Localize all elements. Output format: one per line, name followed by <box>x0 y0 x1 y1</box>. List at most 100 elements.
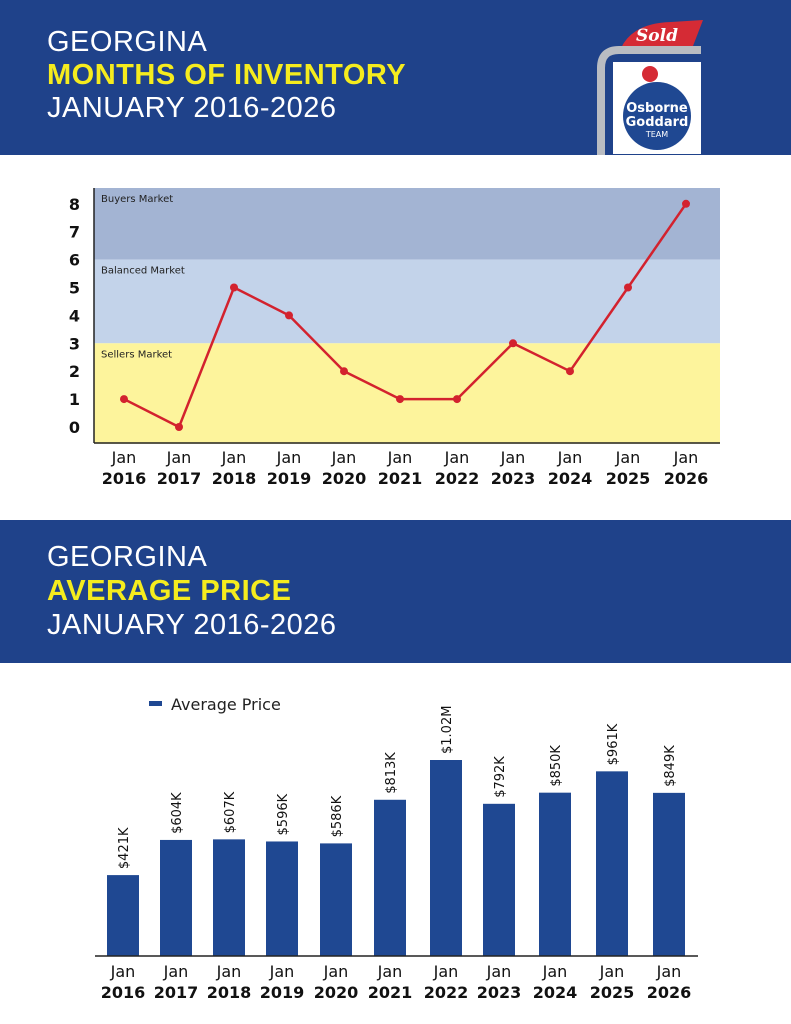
svg-text:Osborne: Osborne <box>626 101 688 116</box>
x-tick-label: 2021 <box>378 469 423 488</box>
x-tick-label: 2020 <box>314 983 359 1002</box>
x-tick-label: Jan <box>557 448 583 467</box>
x-tick-label: Jan <box>673 448 699 467</box>
x-tick-label: Jan <box>323 962 349 981</box>
x-tick-label: Jan <box>331 448 357 467</box>
x-tick-label: Jan <box>166 448 192 467</box>
x-tick-label: 2023 <box>491 469 536 488</box>
data-point <box>340 367 348 376</box>
bar <box>430 760 462 956</box>
x-tick-label: 2019 <box>260 983 305 1002</box>
bar <box>653 792 685 956</box>
y-tick-label: 6 <box>69 251 80 270</box>
bar <box>539 792 571 956</box>
y-tick-label: 0 <box>69 418 80 437</box>
header-subtitle: MONTHS OF INVENTORY <box>47 59 407 91</box>
band-sellers-market <box>94 343 720 444</box>
x-tick-label: Jan <box>377 962 403 981</box>
x-tick-label: Jan <box>656 962 682 981</box>
data-point <box>682 199 690 208</box>
data-point <box>230 283 238 292</box>
data-point <box>566 367 574 376</box>
x-tick-label: 2020 <box>322 469 367 488</box>
logo-sold-sign: Sold Osborne Goddard TEAM <box>597 20 703 155</box>
x-tick-label: 2018 <box>212 469 257 488</box>
x-tick-label: 2023 <box>477 983 522 1002</box>
x-tick-label: Jan <box>221 448 247 467</box>
band-label: Buyers Market <box>101 194 173 205</box>
y-tick-label: 8 <box>69 195 80 214</box>
data-label: $849K <box>663 745 678 787</box>
data-label: $850K <box>549 745 564 787</box>
data-point <box>285 311 293 320</box>
x-tick-label: 2026 <box>664 469 709 488</box>
x-tick-label: 2019 <box>267 469 312 488</box>
x-tick-label: 2022 <box>424 983 469 1002</box>
data-point <box>624 283 632 292</box>
y-tick-label: 5 <box>69 279 80 298</box>
data-point <box>175 423 183 431</box>
band-label: Balanced Market <box>101 266 185 277</box>
x-tick-label: Jan <box>444 448 470 467</box>
bar <box>320 843 352 956</box>
bar <box>596 771 628 956</box>
bar <box>266 841 298 956</box>
legend-swatch <box>149 701 162 706</box>
svg-text:TEAM: TEAM <box>645 130 668 139</box>
inventory-line-chart: Buyers Market Balanced Market Sellers Mark… <box>69 188 720 488</box>
x-tick-label: 2024 <box>533 983 578 1002</box>
x-tick-label: 2021 <box>368 983 413 1002</box>
band-balanced-market <box>94 259 720 344</box>
y-tick-label: 1 <box>69 390 80 409</box>
bar <box>213 839 245 956</box>
x-tick-label: 2018 <box>207 983 252 1002</box>
x-tick-label: Jan <box>387 448 413 467</box>
y-tick-label: 2 <box>69 362 80 381</box>
x-tick-label: 2025 <box>606 469 651 488</box>
x-tick-label: Jan <box>163 962 189 981</box>
header-title: GEORGINA <box>47 541 208 573</box>
x-tick-label: 2024 <box>548 469 593 488</box>
y-tick-label: 7 <box>69 223 80 242</box>
bar <box>374 799 406 956</box>
x-tick-label: 2016 <box>101 983 146 1002</box>
x-tick-label: Jan <box>216 962 242 981</box>
x-tick-label: Jan <box>433 962 459 981</box>
x-tick-label: Jan <box>110 962 136 981</box>
header-title: GEORGINA <box>47 26 208 58</box>
x-tick-label: Jan <box>111 448 137 467</box>
data-label: $792K <box>493 756 508 798</box>
header-date: JANUARY 2016-2026 <box>47 92 337 124</box>
x-tick-label: Jan <box>500 448 526 467</box>
bar <box>160 839 192 956</box>
bar <box>483 803 515 956</box>
data-point <box>120 395 128 404</box>
data-label: $607K <box>223 791 238 833</box>
data-point <box>396 395 404 404</box>
data-point <box>509 339 517 348</box>
data-point <box>453 395 461 404</box>
svg-text:Sold: Sold <box>636 26 678 46</box>
header-date: JANUARY 2016-2026 <box>47 609 337 641</box>
x-tick-label: Jan <box>276 448 302 467</box>
x-tick-label: Jan <box>599 962 625 981</box>
x-tick-label: Jan <box>269 962 295 981</box>
data-label: $813K <box>384 752 399 794</box>
x-tick-label: 2022 <box>435 469 480 488</box>
x-tick-label: 2017 <box>157 469 202 488</box>
x-tick-label: 2026 <box>647 983 692 1002</box>
data-label: $961K <box>606 723 621 765</box>
x-tick-label: 2017 <box>154 983 199 1002</box>
x-tick-label: 2016 <box>102 469 147 488</box>
bar <box>107 875 139 956</box>
x-tick-label: Jan <box>486 962 512 981</box>
data-label: $596K <box>276 793 291 835</box>
y-tick-label: 3 <box>69 334 80 353</box>
svg-text:Goddard: Goddard <box>626 115 689 130</box>
data-label: $604K <box>170 792 185 834</box>
x-tick-label: 2025 <box>590 983 635 1002</box>
legend-label: Average Price <box>171 695 281 714</box>
header-price: GEORGINA AVERAGE PRICE JANUARY 2016-2026 <box>0 520 791 663</box>
data-label: $1.02M <box>440 706 455 754</box>
